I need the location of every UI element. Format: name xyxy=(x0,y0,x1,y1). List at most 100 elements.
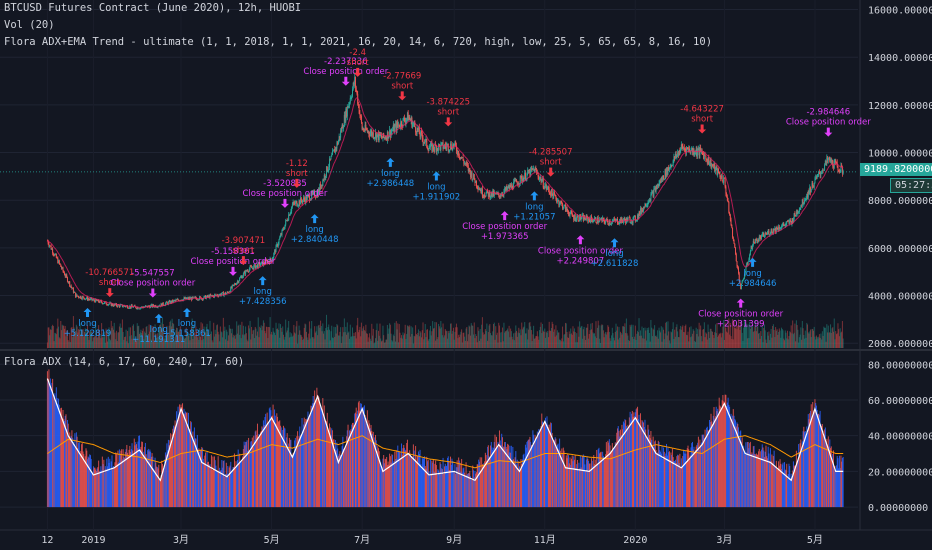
adx-hist-bar xyxy=(823,437,825,508)
adx-hist-bar xyxy=(205,464,207,508)
adx-hist-bar xyxy=(489,458,491,508)
volume-bar xyxy=(504,332,506,348)
long-arrow-icon[interactable] xyxy=(182,308,191,318)
volume-bar xyxy=(352,327,354,348)
candle-body xyxy=(680,149,682,154)
volume-bar xyxy=(762,342,764,348)
candle-body xyxy=(463,160,465,164)
candle-body xyxy=(515,179,517,181)
adx-hist-bar xyxy=(611,443,613,508)
close-position-arrow-icon[interactable] xyxy=(148,288,157,298)
adx-hist-bar xyxy=(612,448,614,508)
volume-bar xyxy=(182,336,184,348)
adx-hist-bar xyxy=(569,457,571,508)
volume-bar xyxy=(754,326,756,348)
volume-bar xyxy=(608,331,610,348)
volume-bar xyxy=(436,339,438,348)
strategy-title[interactable]: Flora ADX+EMA Trend - ultimate (1, 1, 20… xyxy=(4,36,713,48)
volume-bar xyxy=(295,326,297,348)
candle-body xyxy=(531,168,533,170)
volume-bar xyxy=(207,329,209,348)
close-position-arrow-icon[interactable] xyxy=(576,235,585,245)
close-position-arrow-icon[interactable] xyxy=(500,211,509,221)
adx-hist-bar xyxy=(562,454,564,508)
short-arrow-icon[interactable] xyxy=(105,288,114,298)
signal-markers[interactable]: long+5.122819-10.766571short-5.547557Clo… xyxy=(64,48,872,345)
signal-label: Close position order xyxy=(786,118,871,128)
volume-indicator-title[interactable]: Vol (20) xyxy=(4,19,55,31)
candle-body xyxy=(660,180,662,183)
volume-bar xyxy=(695,327,697,348)
candle-body xyxy=(288,214,290,216)
long-arrow-icon[interactable] xyxy=(258,276,267,286)
adx-hist-bar xyxy=(204,455,206,508)
adx-hist-bar xyxy=(498,430,500,508)
short-arrow-icon[interactable] xyxy=(546,167,555,177)
long-arrow-icon[interactable] xyxy=(310,214,319,224)
short-arrow-icon[interactable] xyxy=(292,178,301,188)
candle-body xyxy=(499,196,501,198)
volume-bar xyxy=(84,331,86,348)
candle-body xyxy=(694,153,696,155)
candle-body xyxy=(805,198,807,200)
adx-hist-bar xyxy=(420,464,422,508)
volume-bar xyxy=(48,327,50,348)
candle-body xyxy=(714,163,716,172)
close-position-arrow-icon[interactable] xyxy=(736,298,745,308)
volume-bar xyxy=(725,327,727,348)
long-arrow-icon[interactable] xyxy=(83,307,92,317)
volume-bar xyxy=(583,326,585,348)
short-arrow-icon[interactable] xyxy=(398,91,407,101)
short-arrow-icon[interactable] xyxy=(698,124,707,134)
adx-indicator-title[interactable]: Flora ADX (14, 6, 17, 60, 240, 17, 60) xyxy=(4,356,245,368)
close-position-arrow-icon[interactable] xyxy=(228,266,237,276)
candle-body xyxy=(579,214,581,220)
volume-bar xyxy=(608,326,610,348)
volume-bar xyxy=(697,336,699,348)
long-arrow-icon[interactable] xyxy=(748,257,757,267)
candle-body xyxy=(322,179,324,186)
volume-bar xyxy=(758,333,760,348)
candlestick-series[interactable] xyxy=(46,72,844,310)
candle-body xyxy=(355,87,357,91)
close-position-arrow-icon[interactable] xyxy=(341,76,350,86)
adx-hist-bar xyxy=(135,444,137,508)
adx-hist-bar xyxy=(730,413,732,508)
candle-body xyxy=(265,260,267,264)
adx-hist-bar xyxy=(737,423,739,508)
volume-bar xyxy=(732,339,734,348)
volume-bar xyxy=(379,323,381,348)
close-position-arrow-icon[interactable] xyxy=(824,127,833,137)
signal-value: -5.158361 xyxy=(211,247,255,257)
long-arrow-icon[interactable] xyxy=(432,171,441,181)
adx-histogram[interactable] xyxy=(46,369,844,508)
volume-bar xyxy=(198,339,200,348)
long-arrow-icon[interactable] xyxy=(154,313,163,323)
short-arrow-icon[interactable] xyxy=(444,117,453,127)
short-arrow-icon[interactable] xyxy=(353,67,362,77)
signal-value: +2.249807 xyxy=(557,256,605,266)
adx-hist-bar xyxy=(278,421,280,508)
volume-bar xyxy=(660,332,662,348)
long-arrow-icon[interactable] xyxy=(386,157,395,167)
long-arrow-icon[interactable] xyxy=(530,191,539,201)
short-arrow-icon[interactable] xyxy=(239,256,248,266)
adx-hist-bar xyxy=(297,431,299,508)
candle-body xyxy=(655,187,657,192)
candle-body xyxy=(259,262,261,266)
adx-hist-bar xyxy=(354,412,356,508)
symbol-title[interactable]: BTCUSD Futures Contract (June 2020), 12h… xyxy=(4,2,302,14)
volume-bar xyxy=(384,342,386,348)
candle-body xyxy=(409,119,411,121)
volume-bar xyxy=(138,325,140,348)
volume-bar xyxy=(565,323,567,348)
adx-hist-bar xyxy=(830,446,832,508)
close-position-arrow-icon[interactable] xyxy=(280,198,289,208)
volume-bar xyxy=(530,326,532,348)
long-arrow-icon[interactable] xyxy=(610,238,619,248)
volume-bar xyxy=(162,324,164,348)
candle-body xyxy=(87,297,89,301)
volume-bar xyxy=(663,329,665,348)
adx-tick-label: 40.00000000 xyxy=(868,432,932,443)
